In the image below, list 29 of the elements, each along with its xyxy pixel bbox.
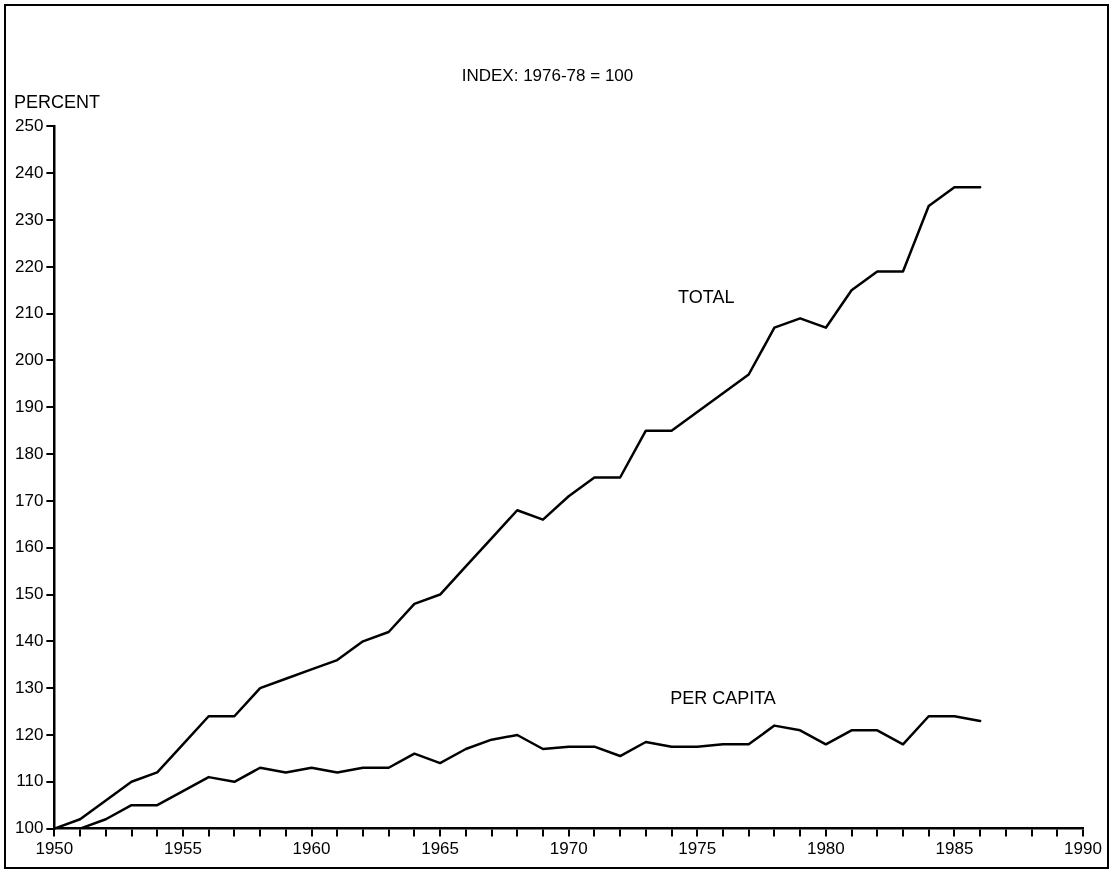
x-tick-label: 1965: [421, 839, 460, 859]
x-tick-label: 1990: [1064, 839, 1102, 859]
x-tick-label: 1970: [549, 839, 588, 859]
text: TOTAL: [678, 286, 735, 307]
y-tick-label: 150: [14, 584, 44, 604]
y-tick-label: 120: [14, 724, 44, 744]
y-tick-label: 240: [14, 162, 44, 182]
x-tick-label: 1985: [935, 839, 974, 859]
x-tick-label: 1960: [292, 839, 331, 859]
y-tick-label: 180: [14, 443, 44, 463]
series-label: PER CAPITA: [670, 688, 776, 709]
x-tick-label: 1950: [35, 839, 74, 859]
chart-title: INDEX: 1976-78 = 100: [461, 65, 634, 85]
y-tick-label: 130: [14, 677, 44, 697]
y-axis-title: PERCENT: [14, 92, 101, 113]
y-tick-label: 210: [14, 303, 44, 323]
x-tick-label: 1975: [678, 839, 717, 859]
y-tick-label: 250: [14, 116, 44, 136]
y-tick-label: 230: [14, 209, 44, 229]
y-tick-label: 100: [14, 818, 44, 838]
y-tick-label: 170: [14, 490, 44, 510]
x-tick-label: 1980: [806, 839, 845, 859]
y-tick-label: 140: [14, 631, 44, 651]
y-tick-label: 190: [14, 396, 44, 416]
x-tick-label: 1955: [164, 839, 202, 859]
y-tick-label: 160: [14, 537, 44, 557]
y-tick-label: 200: [14, 350, 44, 370]
y-tick-label: 110: [16, 771, 44, 791]
y-tick-label: 220: [14, 256, 44, 276]
